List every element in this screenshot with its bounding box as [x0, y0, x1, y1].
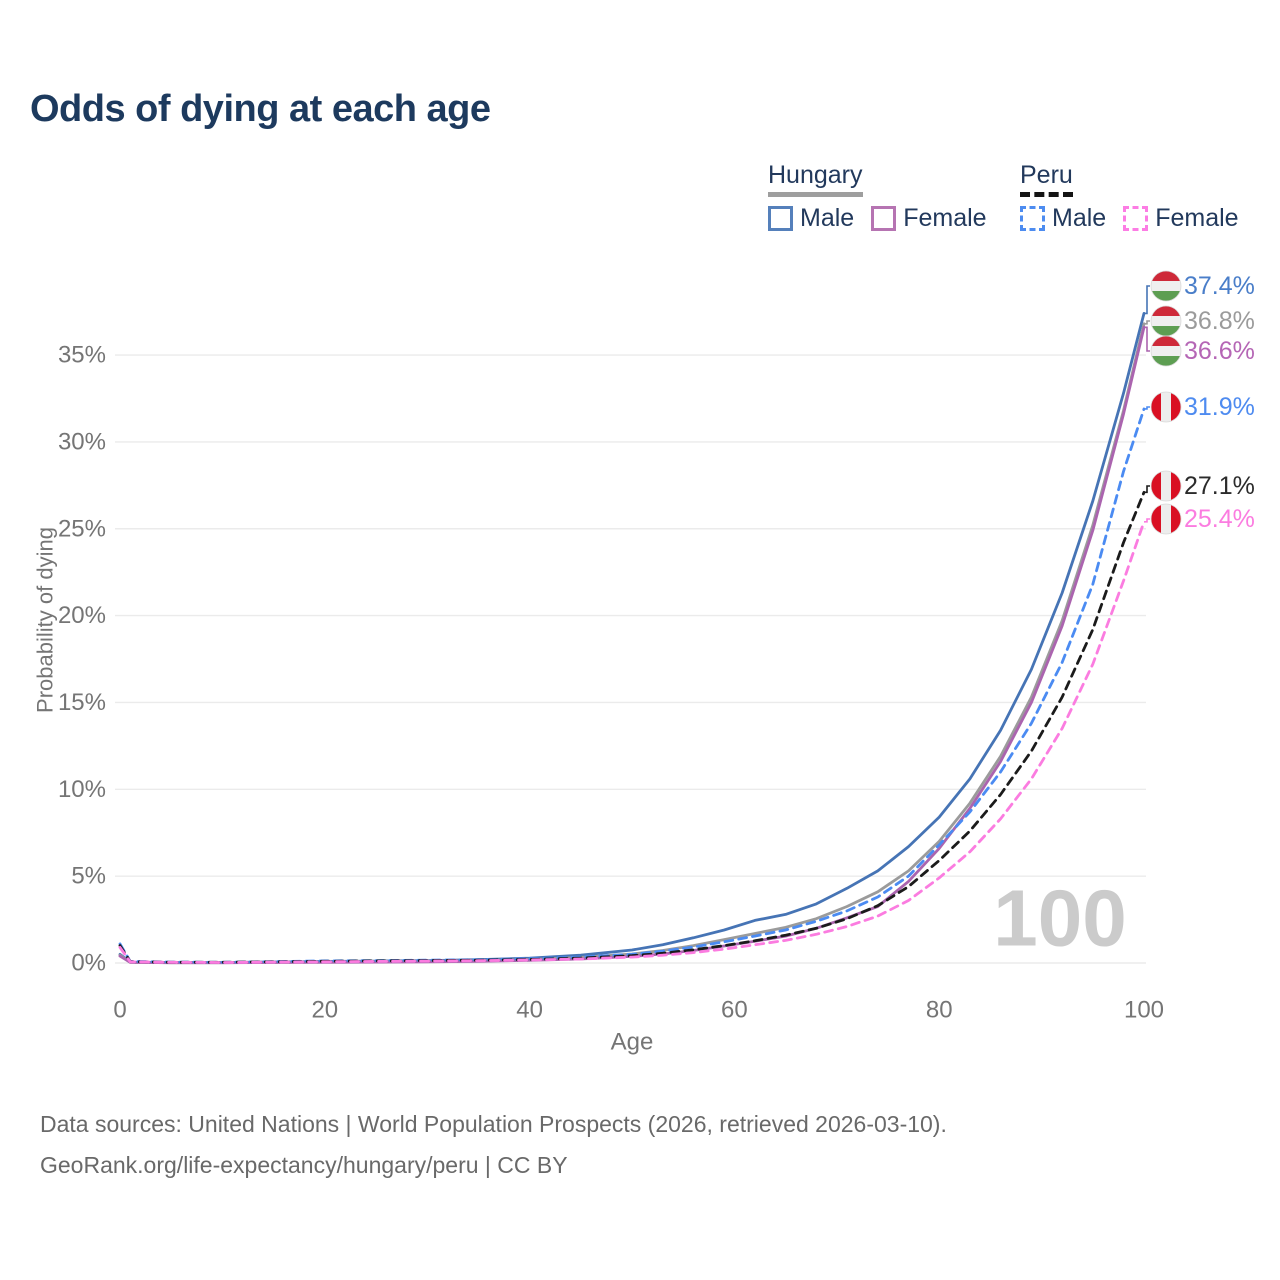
- hungary-male-swatch-icon: [768, 206, 793, 231]
- x-tick-label: 60: [721, 997, 748, 1024]
- series-line-peru-male[interactable]: [118, 407, 1146, 964]
- legend-item-hungary-male[interactable]: Male: [768, 204, 854, 233]
- series-line-peru-female[interactable]: [118, 520, 1146, 964]
- hungary-female-swatch-icon: [871, 206, 897, 231]
- end-value-label-peru: 27.1%: [1184, 472, 1255, 500]
- legend-country-peru[interactable]: Peru: [1020, 161, 1073, 197]
- end-value-label-peru-male: 31.9%: [1184, 393, 1255, 421]
- flag-outline: [1150, 391, 1182, 423]
- flag-outline: [1150, 335, 1182, 367]
- legend-item-hungary-female[interactable]: Female: [871, 204, 987, 233]
- y-tick-label: 30%: [58, 428, 106, 455]
- flag-outline: [1150, 270, 1182, 302]
- end-value-label-peru-female: 25.4%: [1184, 505, 1255, 533]
- x-tick-label: 100: [1124, 997, 1164, 1024]
- legend-country-hungary[interactable]: Hungary: [768, 161, 863, 197]
- page-title: Odds of dying at each age: [30, 88, 491, 130]
- flag-peru-icon: [1151, 471, 1181, 501]
- x-tick-label: 80: [926, 997, 953, 1024]
- legend-group-peru: Peru Male Female: [1020, 161, 1239, 233]
- end-value-label-hungary-female: 36.6%: [1184, 337, 1255, 365]
- series-line-hungary-female[interactable]: [118, 325, 1146, 965]
- end-value-label-hungary-male: 37.4%: [1184, 272, 1255, 300]
- legend-label: Male: [1052, 204, 1107, 232]
- x-tick-label: 40: [516, 997, 543, 1024]
- flag-outline: [1150, 470, 1182, 502]
- age-watermark: 100: [993, 874, 1126, 963]
- series-line-hungary-male[interactable]: [118, 312, 1146, 964]
- legend-items-hungary: Male Female: [768, 204, 987, 233]
- y-tick-label: 10%: [58, 776, 106, 803]
- x-tick-label: 0: [113, 997, 126, 1024]
- y-tick-label: 5%: [71, 863, 106, 890]
- y-tick-label: 15%: [58, 689, 106, 716]
- legend-item-peru-male[interactable]: Male: [1020, 204, 1106, 233]
- flag-hungary-icon: [1151, 271, 1181, 301]
- y-axis-title: Probability of dying: [33, 527, 58, 713]
- legend-label: Female: [1155, 204, 1239, 232]
- peru-male-swatch-icon: [1020, 206, 1045, 231]
- label-connector: [1144, 320, 1150, 325]
- x-tick-label: 20: [311, 997, 338, 1024]
- flag-peru-icon: [1151, 504, 1181, 534]
- footer-attribution: GeoRank.org/life-expectancy/hungary/peru…: [40, 1152, 568, 1178]
- label-connector: [1144, 406, 1150, 410]
- flag-peru-icon: [1151, 392, 1181, 422]
- y-tick-label: 35%: [58, 342, 106, 369]
- legend-group-hungary: Hungary Male Female: [768, 161, 987, 233]
- end-value-label-hungary: 36.8%: [1184, 307, 1255, 335]
- peru-female-swatch-icon: [1123, 206, 1149, 231]
- footer: Data sources: United Nations | World Pop…: [40, 1104, 1250, 1186]
- flag-hungary-icon: [1151, 306, 1181, 336]
- y-tick-label: 25%: [58, 515, 106, 542]
- series-line-peru[interactable]: [118, 490, 1146, 964]
- legend-label: Female: [903, 204, 987, 232]
- legend-label: Male: [800, 204, 855, 232]
- flag-hungary-icon: [1151, 336, 1181, 366]
- x-axis-title: Age: [611, 1029, 654, 1056]
- legend-items-peru: Male Female: [1020, 204, 1239, 233]
- label-connector: [1144, 326, 1150, 352]
- y-tick-label: 20%: [58, 602, 106, 629]
- label-connector: [1144, 285, 1150, 315]
- label-connector: [1144, 485, 1150, 494]
- footer-data-sources: Data sources: United Nations | World Pop…: [40, 1111, 947, 1137]
- y-tick-label: 0%: [71, 950, 106, 977]
- label-connector: [1144, 518, 1150, 523]
- series-line-hungary[interactable]: [118, 322, 1146, 965]
- legend-item-peru-female[interactable]: Female: [1123, 204, 1239, 233]
- flag-outline: [1150, 503, 1182, 535]
